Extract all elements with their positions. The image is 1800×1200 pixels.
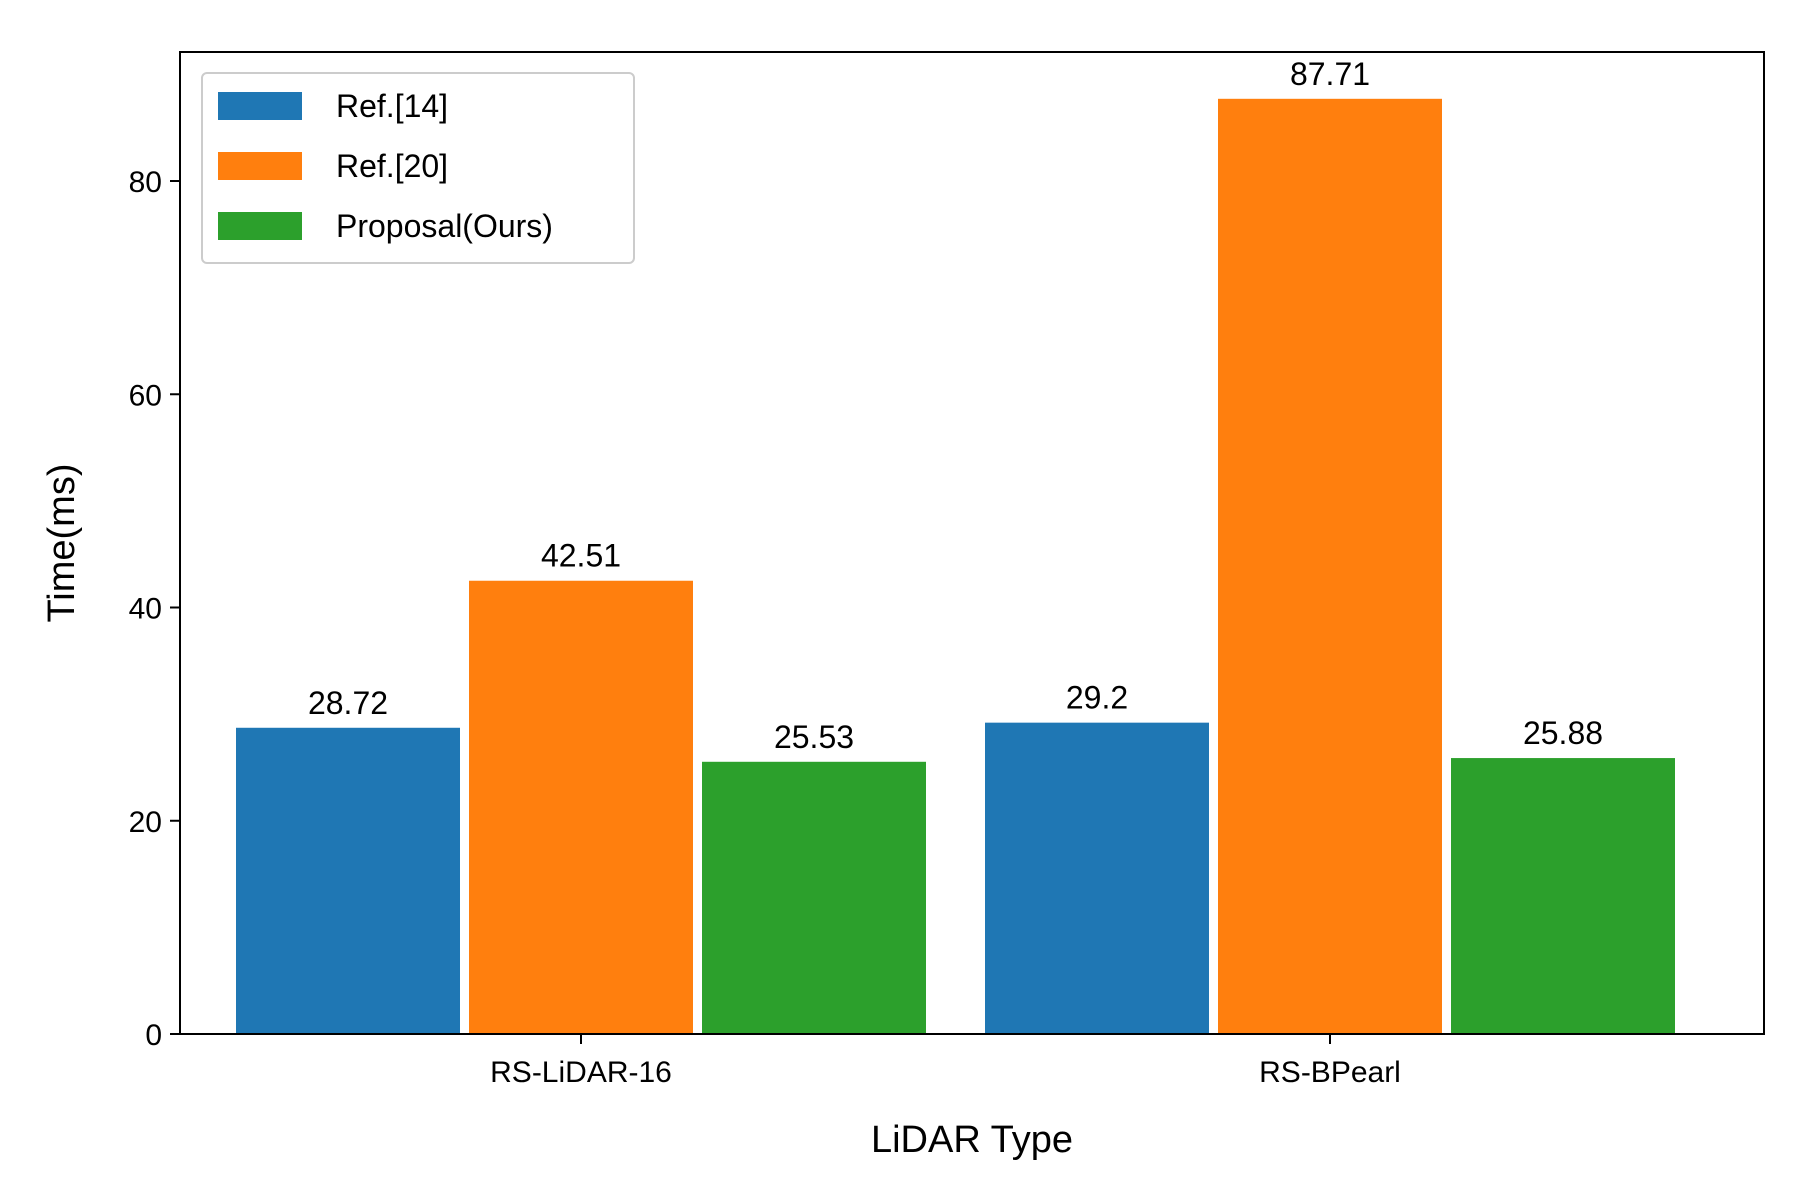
data-label: 25.88 — [1523, 715, 1603, 751]
y-tick-label: 20 — [129, 806, 162, 839]
bar-ref-14--rs-lidar-16 — [236, 727, 460, 1034]
y-tick-label: 80 — [129, 166, 162, 199]
legend: Ref.[14] Ref.[20] Proposal(Ours) — [201, 72, 635, 264]
legend-swatch — [218, 152, 302, 180]
bar-proposal-ours--rs-lidar-16 — [702, 761, 926, 1034]
legend-frame — [201, 72, 635, 264]
data-label: 87.71 — [1290, 56, 1370, 92]
data-labels-group: 28.72 29.2 42.51 87.71 25.53 25.88 — [308, 56, 1603, 755]
data-label: 28.72 — [308, 685, 388, 721]
y-axis-label: Time(ms) — [41, 464, 83, 623]
legend-swatch — [218, 92, 302, 120]
legend-entry-label: Ref.[20] — [336, 148, 448, 184]
x-tick-label: RS-LiDAR-16 — [490, 1056, 672, 1089]
data-label: 29.2 — [1066, 680, 1128, 716]
legend-entry-label: Ref.[14] — [336, 88, 448, 124]
x-axis: RS-LiDAR-16 RS-BPearl — [490, 1034, 1401, 1089]
y-axis: 0 20 40 60 80 — [129, 166, 180, 1052]
legend-entry-label: Proposal(Ours) — [336, 208, 553, 244]
bar-ref-20--rs-bpearl — [1218, 98, 1442, 1034]
x-tick-label: RS-BPearl — [1259, 1056, 1401, 1089]
x-axis-label: LiDAR Type — [871, 1119, 1073, 1161]
y-tick-label: 0 — [145, 1019, 162, 1052]
bar-ref-20--rs-lidar-16 — [469, 580, 693, 1034]
data-label: 25.53 — [774, 719, 854, 755]
bar-proposal-ours--rs-bpearl — [1451, 758, 1675, 1034]
y-tick-label: 60 — [129, 379, 162, 412]
data-label: 42.51 — [541, 538, 621, 574]
bars-group — [236, 98, 1675, 1034]
bar-ref-14--rs-bpearl — [985, 722, 1209, 1034]
y-tick-label: 40 — [129, 593, 162, 626]
legend-swatch — [218, 212, 302, 240]
plot-frame — [179, 51, 1765, 1035]
